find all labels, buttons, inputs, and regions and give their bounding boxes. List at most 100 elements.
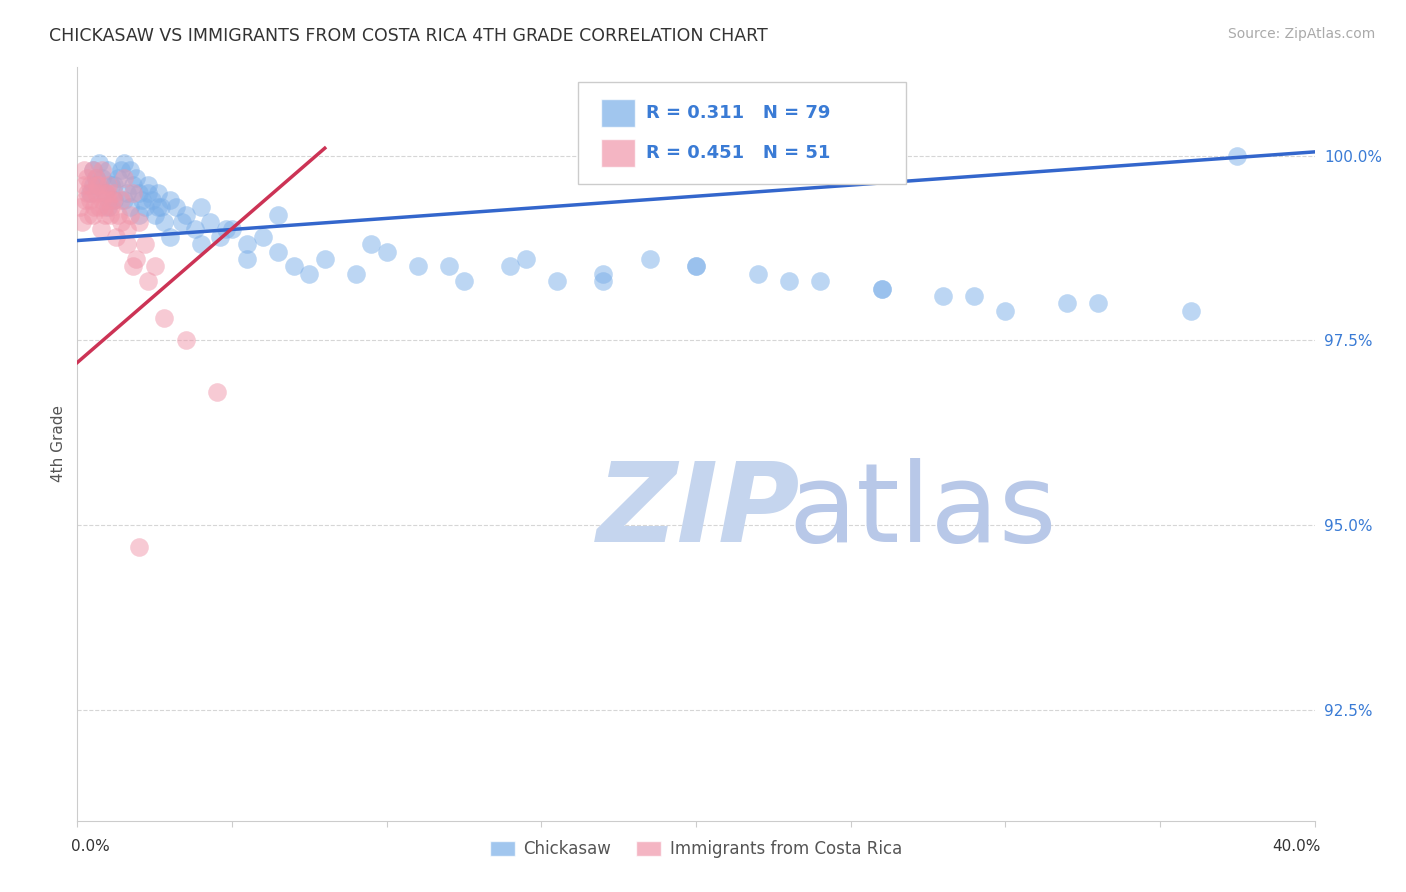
Point [96,186,118,200]
Point [685,260,707,274]
Point [103,178,125,193]
Point [205,385,228,400]
Point [122,178,145,193]
Point [1180,303,1202,318]
Point [146,200,169,214]
Point [592,267,614,281]
Point [128,186,150,200]
Point [112,156,135,170]
Point [134,237,156,252]
Point [115,222,138,236]
Point [870,282,893,296]
Point [128,215,150,229]
Point [93,200,115,214]
Point [267,244,290,259]
Point [159,230,181,244]
Point [118,200,141,214]
Point [994,303,1017,318]
Point [75,193,96,207]
Text: 0.0%: 0.0% [72,838,110,854]
Point [153,311,176,326]
Point [138,274,160,288]
Point [110,193,132,207]
Point [146,186,169,200]
Point [79,186,101,200]
Point [87,200,110,214]
Point [69,200,91,214]
Point [283,260,305,274]
Point [82,208,104,222]
Point [91,170,114,185]
Point [870,282,893,296]
Point [138,178,160,193]
Point [172,215,194,229]
Point [252,230,274,244]
Point [82,163,104,178]
Text: R = 0.451   N = 51: R = 0.451 N = 51 [647,144,831,161]
Point [515,252,537,266]
Point [546,274,568,288]
Point [344,267,367,281]
Legend: Chickasaw, Immigrants from Costa Rica: Chickasaw, Immigrants from Costa Rica [484,834,908,865]
Point [91,163,114,178]
Point [72,163,94,178]
Point [97,200,120,214]
Point [128,208,150,222]
Point [360,237,382,252]
Point [115,237,138,252]
Point [143,208,166,222]
Point [153,215,176,229]
Point [82,178,104,193]
Point [103,193,125,207]
Point [1226,148,1249,162]
Point [685,260,707,274]
Text: ZIP: ZIP [598,458,800,566]
Point [453,274,475,288]
Point [83,200,105,214]
Point [97,163,120,178]
Point [190,237,212,252]
Point [215,222,238,236]
Point [638,252,661,266]
Point [122,260,145,274]
Point [79,193,101,207]
Point [747,267,769,281]
Point [190,200,212,214]
Point [103,186,125,200]
Point [499,260,522,274]
Point [98,208,121,222]
Point [87,156,110,170]
Point [165,200,187,214]
Point [208,230,231,244]
Point [110,215,132,229]
Point [84,170,107,185]
Y-axis label: 4th Grade: 4th Grade [51,405,66,483]
Point [94,208,117,222]
Point [314,252,336,266]
Point [808,274,831,288]
Point [592,274,614,288]
Point [437,260,460,274]
Text: atlas: atlas [789,458,1057,566]
Point [84,186,107,200]
Point [125,170,148,185]
Point [963,289,986,303]
Point [70,215,93,229]
Bar [600,138,636,167]
Point [267,208,290,222]
Point [86,178,108,193]
Point [87,178,110,193]
Point [1056,296,1078,310]
Point [110,163,132,178]
Point [84,170,107,185]
Point [112,170,135,185]
Point [932,289,955,303]
Point [236,237,259,252]
Point [134,200,156,214]
Point [141,193,163,207]
Point [375,244,398,259]
Point [200,215,222,229]
Point [91,193,114,207]
Point [174,208,197,222]
Point [778,274,800,288]
